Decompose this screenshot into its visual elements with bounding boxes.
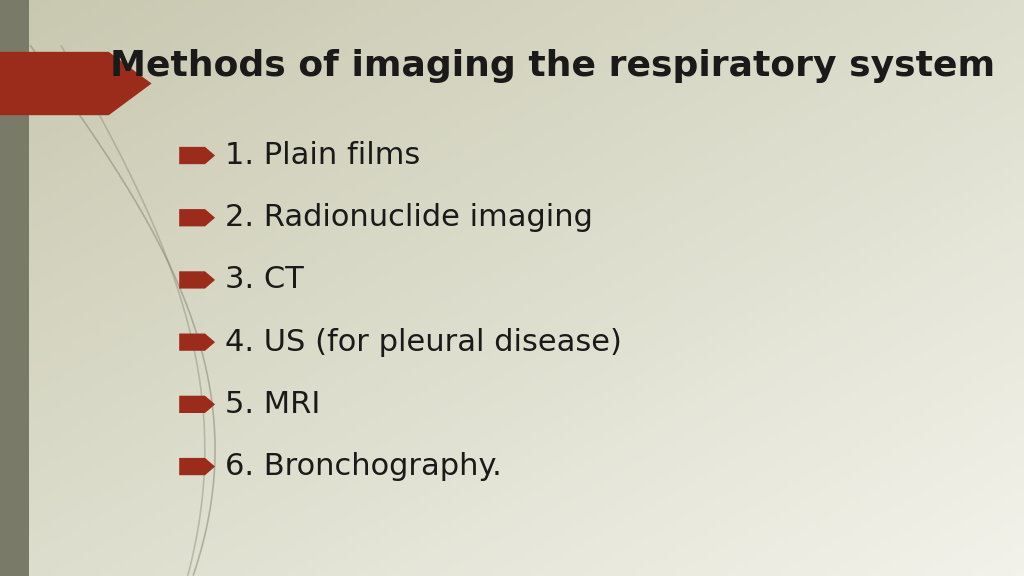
Text: 4. US (for pleural disease): 4. US (for pleural disease) xyxy=(225,328,623,357)
Polygon shape xyxy=(179,396,215,413)
Text: 2. Radionuclide imaging: 2. Radionuclide imaging xyxy=(225,203,593,232)
Polygon shape xyxy=(0,52,152,115)
Polygon shape xyxy=(179,147,215,164)
Polygon shape xyxy=(179,271,215,289)
Polygon shape xyxy=(179,458,215,475)
Text: 5. MRI: 5. MRI xyxy=(225,390,321,419)
Polygon shape xyxy=(179,334,215,351)
Text: 6. Bronchography.: 6. Bronchography. xyxy=(225,452,502,481)
Bar xyxy=(0,0,29,576)
Text: 1. Plain films: 1. Plain films xyxy=(225,141,421,170)
Polygon shape xyxy=(179,209,215,226)
Text: Methods of imaging the respiratory system: Methods of imaging the respiratory syste… xyxy=(111,49,995,83)
Text: 3. CT: 3. CT xyxy=(225,266,304,294)
